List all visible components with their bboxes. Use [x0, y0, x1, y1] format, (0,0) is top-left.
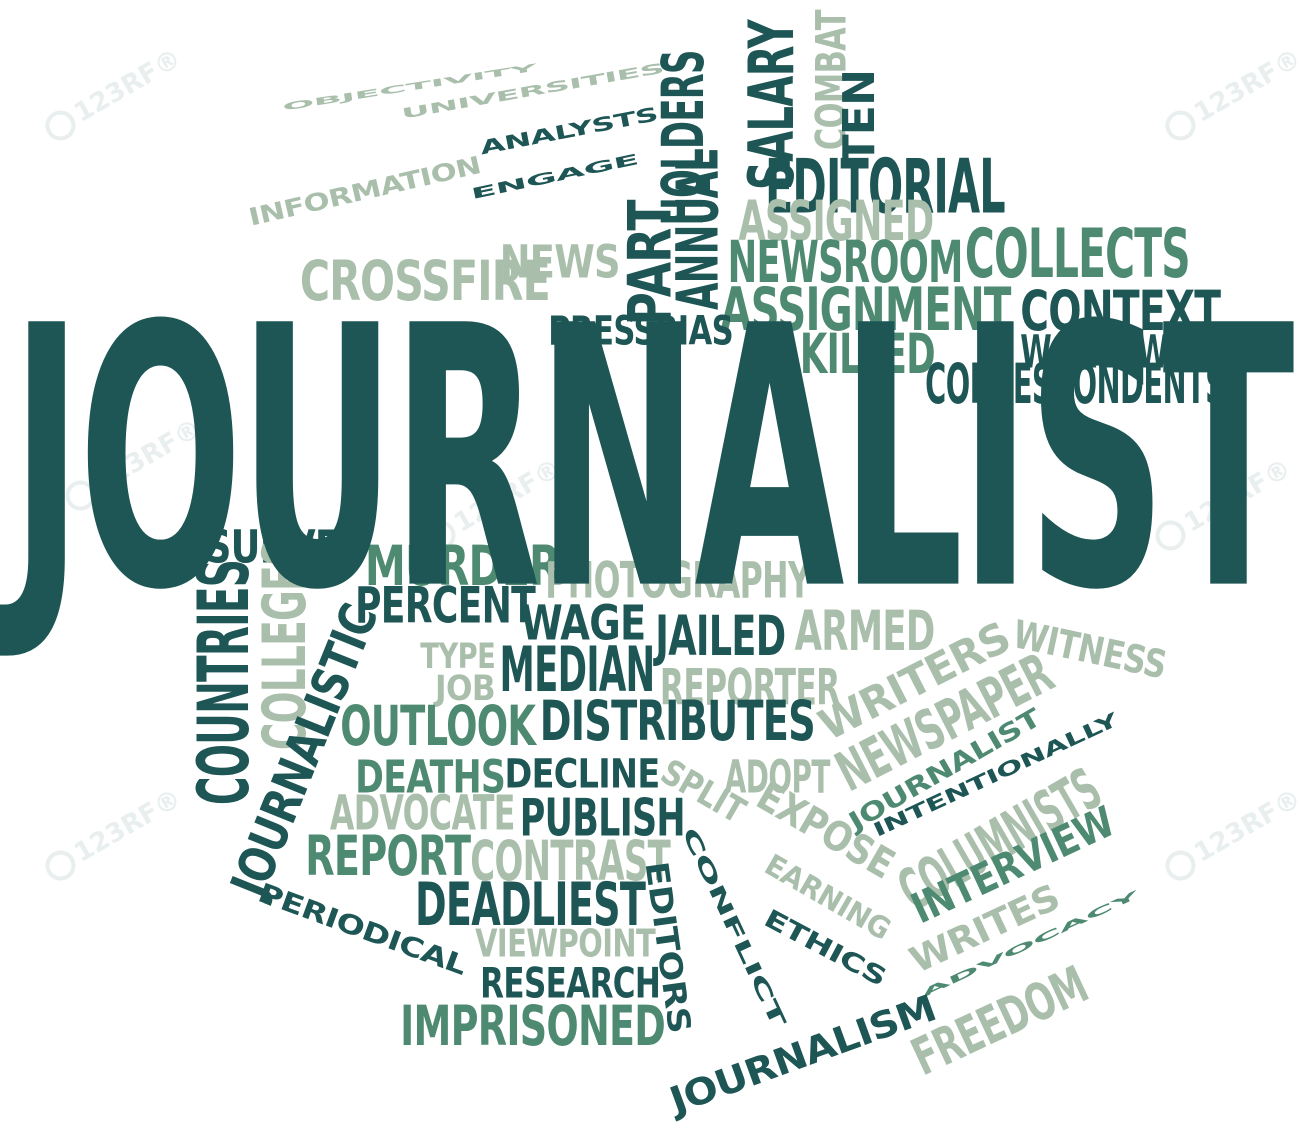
word-survey: SURVEY — [204, 520, 366, 574]
watermark-text: 123RF® — [1189, 43, 1300, 129]
word-wage: WAGE — [520, 595, 646, 651]
word-deaths: DEATHS — [355, 750, 506, 804]
word-engage: ENGAGE — [469, 150, 641, 203]
word-crossfire: CROSSFIRE — [299, 250, 551, 315]
word-freedom: FREEDOM — [903, 955, 1097, 1088]
watermark-logo: 123RF® — [1160, 784, 1300, 886]
word-collects: COLLECTS — [965, 213, 1191, 293]
word-armed: ARMED — [795, 600, 936, 665]
word-editorial: EDITORIAL — [765, 143, 1006, 231]
word-imprisoned: IMPRISONED — [400, 995, 666, 1060]
watermark-logo: 123RF® — [1160, 44, 1300, 146]
word-jailed: JAILED — [654, 605, 786, 670]
watermark-logo: 123RF® — [40, 784, 187, 886]
word-report: REPORT — [304, 825, 471, 890]
word-percent: PERCENT — [354, 575, 536, 634]
word-analysts: ANALYSTS — [478, 102, 660, 159]
watermark-text: 123RF® — [69, 43, 187, 129]
word-publish: PUBLISH — [519, 788, 686, 849]
word-reporter: REPORTER — [660, 657, 840, 716]
word-type: TYPE — [420, 636, 496, 678]
word-information: INFORMATION — [246, 150, 484, 232]
word-adopt: ADOPT — [724, 750, 831, 804]
word-decline: DECLINE — [504, 751, 661, 798]
word-job: JOB — [434, 668, 496, 710]
word-contrast: CONTRAST — [470, 830, 671, 895]
main-word-journalist: JOURNALIST — [10, 250, 1294, 670]
word-correspondents: CORRESPONDENTS — [924, 353, 1226, 418]
word-research: RESEARCH — [479, 958, 661, 1008]
word-pressbias: PRESSBIAS — [548, 308, 734, 355]
word-distributes: DISTRIBUTES — [539, 690, 816, 755]
watermark-text: 123RF® — [1189, 783, 1300, 869]
word-assignment: ASSIGNMENT — [719, 274, 1011, 345]
watermark-logo: 123RF® — [40, 44, 187, 146]
word-outlook: OUTLOOK — [340, 695, 536, 760]
word-context: CONTEXT — [1020, 280, 1221, 345]
word-journalism: JOURNALISM — [663, 986, 941, 1123]
word-advocate: ADVOCATE — [330, 785, 516, 841]
word-murder: MURDER — [364, 535, 561, 600]
word-newsroom: NEWSROOM — [727, 229, 964, 297]
word-deadliest: DEADLIEST — [414, 869, 646, 940]
word-viewpoint: VIEWPOINT — [474, 921, 656, 966]
watermark-text: 123RF® — [69, 783, 187, 869]
word-assigned: ASSIGNED — [738, 190, 934, 255]
word-median: MEDIAN — [500, 634, 656, 707]
word-worldwide: WORLDWIDE — [1020, 325, 1220, 379]
word-killed: KILLED — [799, 323, 936, 388]
word-photography: PHOTOGRAPHY — [545, 550, 811, 609]
word-news: NEWS — [499, 235, 621, 289]
